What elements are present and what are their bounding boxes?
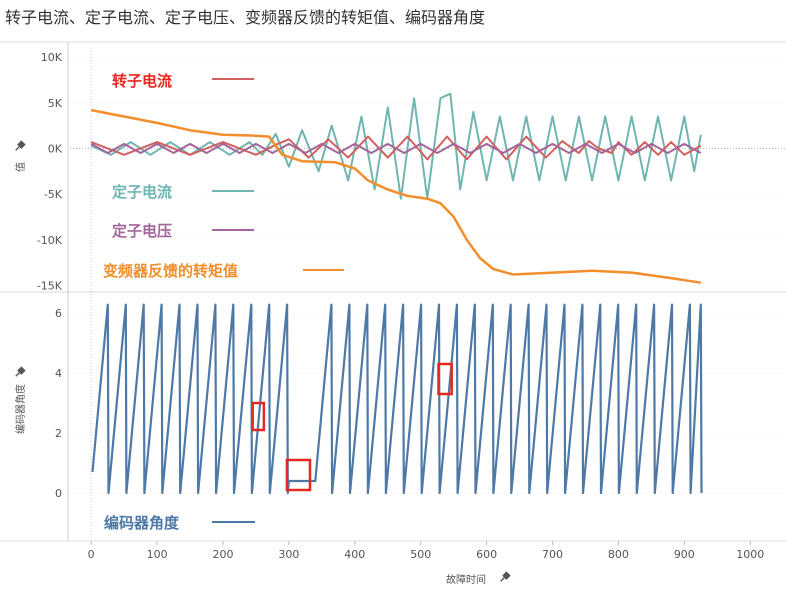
top-y-axis-label: 值 (14, 162, 27, 172)
x-tick-label-0: 0 (88, 548, 95, 561)
page-title: 转子电流、定子电流、定子电压、变频器反馈的转矩值、编码器角度 (5, 8, 486, 27)
x-tick-label-5: 500 (410, 548, 431, 561)
x-tick-label-1: 100 (147, 548, 168, 561)
bottom-panel-series (91, 303, 703, 495)
pin-icon (15, 366, 26, 377)
legend-label-rotor-current: 转子电流 (112, 72, 172, 90)
top-panel-series (90, 92, 702, 284)
x-axis-ticks: 0 100 200 300 400 500 600 700 800 900 1000 (88, 541, 764, 561)
series-line-encoder-angle (91, 303, 703, 495)
top-y-tick-label-0: 10K (41, 51, 63, 64)
bottom-y-tick-label-3: 6 (55, 307, 62, 320)
top-y-tick-label-5: -15K (37, 279, 63, 292)
bottom-panel-y-ticks: 0 2 4 6 (55, 307, 62, 500)
top-y-tick-label-1: 5K (48, 97, 63, 110)
bottom-y-axis-title: 编码器角度 (14, 366, 27, 434)
bottom-y-tick-label-0: 0 (55, 487, 62, 500)
top-legend: 转子电流 定子电流 定子电压 变频器反馈的转矩值 (103, 72, 344, 280)
highlight-box-0 (251, 401, 266, 432)
x-tick-label-4: 400 (344, 548, 365, 561)
bottom-legend: 编码器角度 (104, 514, 255, 532)
x-tick-label-3: 300 (278, 548, 299, 561)
highlight-boxes (251, 362, 453, 492)
highlight-box-1 (285, 458, 312, 492)
top-y-tick-label-4: -10K (37, 234, 63, 247)
series-line-stator-voltage (90, 142, 702, 154)
bottom-y-tick-label-1: 2 (55, 427, 62, 440)
top-y-tick-label-2: 0K (48, 142, 63, 155)
legend-label-stator-voltage: 定子电压 (112, 222, 172, 240)
series-line-stator-current (90, 92, 702, 200)
legend-label-encoder-angle: 编码器角度 (104, 514, 180, 532)
series-line-torque (90, 108, 701, 284)
pin-icon (15, 140, 26, 151)
bottom-panel-grid (70, 48, 785, 538)
top-y-axis-title: 值 (14, 140, 27, 172)
top-panel-y-ticks: 10K 5K 0K -5K -10K -15K (37, 51, 63, 292)
pin-icon (500, 571, 511, 582)
x-tick-label-10: 1000 (736, 548, 764, 561)
top-y-tick-label-3: -5K (44, 188, 63, 201)
highlight-box-2 (437, 362, 453, 396)
x-axis-label: 故障时间 (446, 573, 486, 586)
x-tick-label-6: 600 (476, 548, 497, 561)
legend-label-stator-current: 定子电流 (112, 183, 172, 201)
x-tick-label-2: 200 (212, 548, 233, 561)
x-axis-title: 故障时间 (446, 571, 511, 586)
legend-label-torque: 变频器反馈的转矩值 (103, 262, 238, 280)
x-tick-label-9: 900 (674, 548, 695, 561)
x-tick-label-8: 800 (608, 548, 629, 561)
bottom-y-tick-label-2: 4 (55, 367, 62, 380)
x-tick-label-7: 700 (542, 548, 563, 561)
top-panel-grid (70, 56, 785, 286)
bottom-y-axis-label: 编码器角度 (14, 384, 27, 434)
